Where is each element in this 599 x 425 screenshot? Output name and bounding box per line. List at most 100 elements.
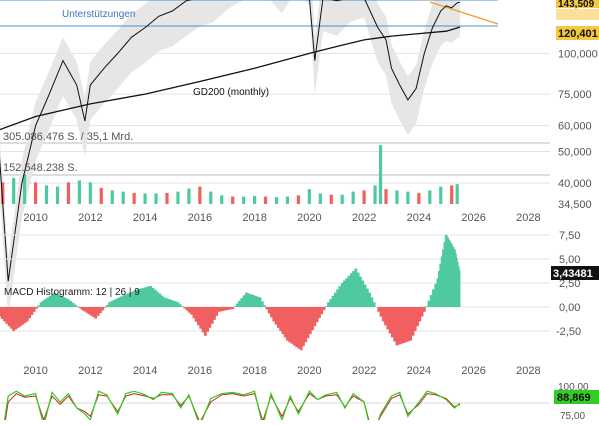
macd-bar — [422, 307, 426, 312]
macd-bar — [265, 307, 269, 310]
x-tick-label: 2012 — [78, 212, 102, 224]
macd-bar — [263, 305, 267, 307]
volume-mid-label: 152.548.238 S. — [3, 162, 78, 174]
macd-bar — [283, 307, 287, 338]
macd-bar — [121, 295, 125, 307]
macd-bar — [226, 307, 230, 310]
macd-bar — [222, 307, 225, 311]
macd-bar — [390, 307, 394, 338]
macd-bar — [308, 307, 312, 335]
macd-bar — [7, 307, 11, 327]
volume-bar — [187, 188, 191, 204]
macd-bar — [25, 307, 29, 322]
macd-bar — [288, 307, 292, 343]
macd-bar — [247, 293, 251, 307]
macd-bar — [361, 280, 365, 307]
macd-bar — [87, 307, 91, 315]
macd-bar — [89, 307, 93, 316]
macd-bar — [178, 304, 182, 307]
macd-bar — [260, 301, 264, 307]
macd-bar — [187, 307, 191, 313]
support-label: Unterstützungen — [62, 9, 135, 20]
macd-bar — [267, 307, 271, 314]
x-tick-label: 2022 — [352, 365, 376, 377]
volume-bar — [242, 196, 246, 204]
macd-bar — [409, 307, 413, 341]
macd-bar — [85, 307, 89, 313]
macd-bar — [320, 307, 324, 315]
macd-bar — [76, 306, 79, 307]
macd-bar — [117, 297, 121, 307]
macd-y-tick: 7,50 — [559, 230, 580, 242]
macd-bar — [98, 307, 102, 314]
macd-bar — [240, 298, 244, 307]
volume-bar — [1, 182, 5, 204]
x-tick-label: 2010 — [23, 365, 47, 377]
x-tick-label: 2016 — [188, 212, 212, 224]
price-y-tick: 100,000 — [558, 48, 598, 60]
macd-bar — [165, 298, 168, 307]
volume-bar — [99, 187, 103, 204]
volume-bar — [252, 195, 257, 204]
macd-bar — [404, 307, 408, 343]
macd-bar — [331, 295, 335, 307]
macd-bar — [356, 272, 360, 307]
volume-bar — [378, 145, 383, 204]
macd-bar — [270, 307, 273, 318]
macd-bar — [35, 307, 38, 309]
macd-bar — [304, 307, 308, 343]
gd200-label: GD200 (monthly) — [193, 87, 269, 98]
macd-bar — [190, 307, 194, 315]
macd-bar — [0, 307, 2, 317]
volume-bar — [121, 191, 125, 204]
stoch-last-value: 88,869 — [557, 392, 591, 404]
macd-bar — [411, 307, 415, 336]
volume-bar — [373, 185, 377, 204]
macd-bar — [124, 294, 127, 307]
macd-bar — [183, 307, 187, 309]
macd-bar — [297, 307, 301, 349]
macd-bar — [14, 307, 18, 330]
volume-bar — [44, 185, 49, 204]
macd-bar — [48, 295, 52, 307]
macd-bar — [217, 307, 221, 312]
macd-bar — [242, 295, 246, 307]
x-tick-label: 2020 — [297, 365, 321, 377]
macd-bar — [416, 307, 419, 327]
volume-bar — [362, 190, 366, 204]
x-tick-label: 2028 — [516, 365, 540, 377]
macd-bar — [197, 307, 200, 326]
macd-bar — [206, 307, 210, 332]
macd-bar — [62, 297, 66, 307]
x-tick-label: 2024 — [407, 365, 431, 377]
macd-bar — [279, 307, 283, 331]
x-tick-label: 2010 — [23, 212, 47, 224]
macd-bar — [32, 307, 36, 312]
macd-bar — [333, 292, 337, 307]
macd-bar — [381, 307, 385, 322]
volume-bar — [296, 195, 301, 204]
stoch-fast-line — [3, 390, 461, 425]
volume-bar — [33, 182, 38, 204]
macd-bar — [272, 307, 276, 322]
macd-bar — [372, 302, 376, 307]
volume-bar — [274, 197, 279, 204]
macd-bar — [44, 299, 48, 307]
macd-bar — [162, 297, 166, 307]
x-tick-label: 2022 — [352, 212, 376, 224]
macd-bar — [171, 300, 175, 307]
macd-y-tick: 2,50 — [559, 278, 580, 290]
macd-bar — [233, 306, 237, 307]
macd-bar — [126, 293, 130, 307]
macd-bar — [336, 289, 340, 307]
macd-bar — [418, 307, 422, 322]
macd-bar — [3, 307, 6, 322]
volume-bar — [439, 186, 443, 204]
x-tick-label: 2014 — [133, 212, 157, 224]
macd-bar — [96, 307, 100, 316]
volume-bar — [110, 190, 114, 204]
macd-bar — [370, 297, 374, 307]
x-tick-label: 2024 — [407, 212, 431, 224]
macd-bar — [71, 302, 75, 307]
